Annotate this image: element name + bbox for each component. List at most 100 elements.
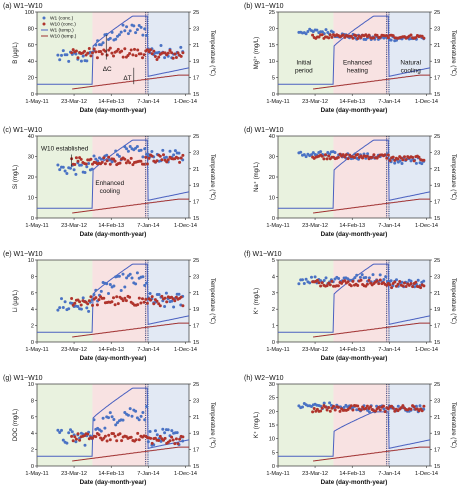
data-point-w10 [91,303,94,307]
y-tick-label: 0 [31,464,34,470]
data-point-w10 [367,33,371,37]
data-point-w1 [172,305,176,309]
panel-title: (b) W1−W10 [244,3,284,10]
data-point-w1 [155,433,159,437]
data-point-w1 [56,163,60,167]
y2-tick-label: 15 [434,464,440,470]
data-point-w1 [371,273,375,277]
data-point-w10 [414,36,418,40]
data-point-w10 [336,284,340,288]
data-point-w10 [136,48,140,52]
data-point-w10 [162,153,165,157]
data-point-w10 [317,35,321,39]
data-point-w10 [134,54,138,58]
data-point-w10 [152,49,156,53]
data-point-w10 [71,439,75,443]
data-point-w10 [319,409,323,413]
plot-frame [36,11,190,95]
y-tick-label: 10 [28,196,34,202]
y-axis-label: Mg²⁺ (mg/L) [253,37,260,70]
data-point-w10 [144,297,148,301]
data-point-w10 [354,34,358,38]
y2-tick-label: 23 [193,274,199,280]
y-axis-label: DOC (mg/L) [13,409,19,441]
y-axis-label: Si (mg/L) [13,165,19,189]
data-point-w10 [346,157,350,161]
data-point-w10 [341,153,345,157]
data-point-w1 [308,281,312,285]
y2-tick-label: 21 [434,291,440,297]
data-point-w10 [121,55,125,59]
data-point-w1 [141,275,145,279]
w10-established-label: W10 established [41,145,89,152]
data-point-w1 [324,28,328,32]
data-point-w10 [328,283,332,287]
data-point-w10 [76,56,80,60]
data-point-w10 [94,435,98,439]
data-point-w10 [78,300,82,304]
data-point-w1 [94,288,98,292]
y2-axis-label: Temperature (℃) [450,278,456,324]
data-point-w10 [71,48,75,52]
data-point-w1 [400,162,404,165]
data-point-w10 [91,51,94,55]
data-point-w10 [179,54,183,58]
data-point-w10 [163,296,167,300]
data-point-w1 [74,440,78,444]
panel-title: (f) W1−W10 [244,251,282,258]
data-point-w1 [130,276,134,280]
data-point-w1 [393,161,397,165]
data-point-w1 [107,416,110,420]
data-point-w10 [311,33,315,37]
x-axis-label: Date (day-month-year) [80,355,147,362]
data-point-w10 [74,156,78,160]
data-point-w1 [125,25,129,29]
data-point-w10 [173,299,177,303]
data-point-w10 [152,302,156,306]
data-point-w10 [327,36,331,40]
y-tick-label: 2 [272,307,275,313]
data-point-w10 [356,284,360,287]
data-point-w10 [166,158,170,162]
data-point-w1 [126,32,130,36]
data-point-w10 [361,405,365,409]
data-point-w1 [322,279,326,282]
data-point-w1 [159,44,163,47]
data-point-w10 [87,299,91,303]
data-point-w1 [166,428,170,432]
legend-label: W1 (conc.) [50,16,74,22]
data-point-w10 [333,408,337,412]
data-point-w1 [163,305,167,308]
data-point-w1 [72,168,76,172]
data-point-w10 [349,404,353,408]
y2-tick-label: 19 [434,307,440,313]
data-point-w10 [166,51,170,55]
y-tick-label: 40 [28,59,34,65]
data-point-w10 [330,406,334,410]
y-tick-label: 10 [269,196,275,202]
data-point-w10 [100,52,104,56]
series-line-w10-temp [313,74,430,90]
y-tick-label: 6 [31,291,34,297]
y-tick-label: 0 [31,340,34,346]
y-tick-label: 20 [28,175,34,181]
data-point-w10 [113,159,117,163]
data-point-w10 [320,33,324,37]
x-tick-label: 23-Mar-12 [302,223,328,229]
data-point-w1 [65,441,69,445]
data-point-w1 [150,150,154,153]
data-point-w1 [134,282,138,286]
data-point-w1 [67,307,71,311]
data-point-w1 [134,409,138,413]
data-point-w10 [107,433,111,437]
data-point-w10 [110,300,114,304]
data-point-w10 [336,155,340,159]
data-point-w1 [310,275,313,279]
legend-marker [42,22,46,26]
x-tick-label: 1-Dec-14 [415,347,438,353]
panel-e: 0 2 4 6 8 10 15 17 19 21 23 25 1-May-11 23-Mar-12 14-F… [3,251,215,362]
x-tick-label: 14-Feb-13 [98,471,124,477]
data-point-w1 [143,283,147,287]
data-point-w10 [409,282,413,286]
data-point-w1 [60,297,63,301]
